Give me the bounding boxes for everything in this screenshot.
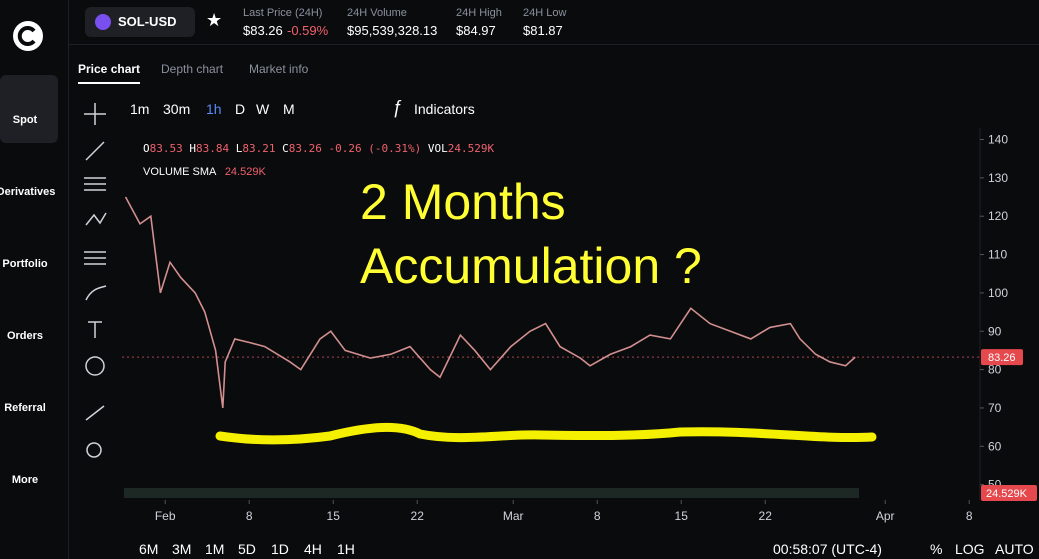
divider [68, 44, 1039, 45]
volume-sma: VOLUME SMA 24.529K [143, 166, 266, 178]
ohlc-key: C [282, 142, 289, 155]
nav-item[interactable]: Portfolio [2, 258, 48, 270]
volume-tag [981, 485, 1037, 501]
interval[interactable]: 1m [130, 101, 150, 117]
ohlc-key: H [189, 142, 196, 155]
auto[interactable]: AUTO [995, 541, 1034, 557]
y-tick-label: 130 [988, 171, 1008, 185]
value: $95,539,328.13 [347, 23, 438, 38]
drawn-support [215, 423, 877, 445]
label: 24H High [456, 7, 502, 19]
range[interactable]: 1M [205, 541, 225, 557]
x-tick-label: 22 [759, 509, 773, 523]
range[interactable]: 5D [238, 541, 256, 557]
y-tick-label: 100 [988, 286, 1008, 300]
x-tick-label: 15 [675, 509, 689, 523]
annotation: 2 Months Accumulation ? [360, 170, 702, 298]
x-tick-label: Feb [155, 509, 176, 523]
y-tick-label: 120 [988, 209, 1008, 223]
ohlc-value: -0.26 (-0.31%) [328, 142, 422, 155]
nav-item[interactable]: Spot [12, 114, 38, 126]
y-tick-label: 140 [988, 133, 1008, 147]
tab[interactable]: Depth chart [161, 62, 224, 76]
logo [13, 21, 43, 51]
pct[interactable]: % [930, 541, 943, 557]
x-tick-label: 22 [411, 509, 425, 523]
clock: 00:58:07 (UTC-4) [773, 541, 882, 557]
volume-strip [124, 488, 859, 498]
x-tick-label: 15 [327, 509, 341, 523]
log[interactable]: LOG [955, 541, 985, 557]
label: Last Price (24H) [243, 7, 323, 19]
change: -0.59% [287, 23, 329, 38]
nav-item[interactable]: Derivatives [0, 186, 56, 198]
range[interactable]: 3M [172, 541, 192, 557]
nav-item[interactable]: More [11, 474, 39, 486]
x-tick-label: Mar [503, 509, 524, 523]
interval[interactable]: M [283, 101, 295, 117]
range[interactable]: 1D [271, 541, 289, 557]
fx-icon: ƒ [392, 97, 403, 117]
pair-selector[interactable]: SOL-USD [85, 7, 195, 37]
sol-icon [95, 14, 111, 30]
sidebar [0, 0, 69, 559]
ohlc-key: O [143, 142, 150, 155]
label: VOLUME SMA [143, 166, 216, 178]
nav-item[interactable]: Orders [6, 330, 44, 342]
y-tick-label: 70 [988, 401, 1002, 415]
interval[interactable]: 1h [206, 101, 222, 117]
ohlc: O83.53 H83.84 L83.21 C83.26 -0.26 (-0.31… [143, 142, 494, 155]
value: $83.26 [243, 23, 283, 38]
y-tick-label: 80 [988, 363, 1002, 377]
value: $81.87 [523, 23, 563, 38]
ohlc-value: 83.84 [196, 142, 230, 155]
label: 24H Volume [347, 7, 407, 19]
ohlc-value: 83.26 [288, 142, 322, 155]
y-tick-label: 110 [988, 248, 1007, 262]
y-tick-label: 60 [988, 439, 1002, 453]
interval[interactable]: W [256, 101, 270, 117]
range[interactable]: 4H [304, 541, 322, 557]
volume-tag-label: 24.529K [986, 488, 1028, 500]
ohlc-value: 83.21 [242, 142, 276, 155]
ohlc-value: 24.529K [447, 142, 495, 155]
pair: SOL-USD [118, 14, 177, 29]
tab[interactable]: Market info [249, 62, 309, 76]
value: 24.529K [224, 166, 266, 178]
x-tick-label: Apr [876, 509, 895, 523]
interval[interactable]: 30m [163, 101, 191, 117]
label: 24H Low [523, 7, 567, 19]
ohlc-key: VOL [427, 142, 448, 155]
x-tick-label: 8 [966, 509, 973, 523]
interval[interactable]: D [235, 101, 246, 117]
active-nav [0, 75, 58, 143]
range[interactable]: 1H [337, 541, 355, 557]
nav-item[interactable]: Referral [4, 402, 46, 414]
last-price-label: 83.26 [988, 352, 1016, 364]
last-price-tag [981, 349, 1023, 366]
value: $84.97 [456, 23, 496, 38]
range[interactable]: 6M [139, 541, 159, 557]
tool-icons [84, 103, 107, 458]
price-line [124, 196, 856, 409]
star[interactable]: ★ [206, 10, 223, 30]
indicators[interactable]: Indicators [414, 101, 475, 117]
tab[interactable]: Price chart [78, 62, 141, 84]
ohlc-value: 83.53 [149, 142, 183, 155]
ohlc-key: L [235, 142, 243, 155]
x-tick-label: 8 [246, 509, 253, 523]
x-tick-label: 8 [594, 509, 601, 523]
annotation-line: Accumulation ? [360, 238, 702, 294]
y-tick-label: 90 [988, 324, 1002, 338]
annotation-line: 2 Months [360, 174, 566, 230]
